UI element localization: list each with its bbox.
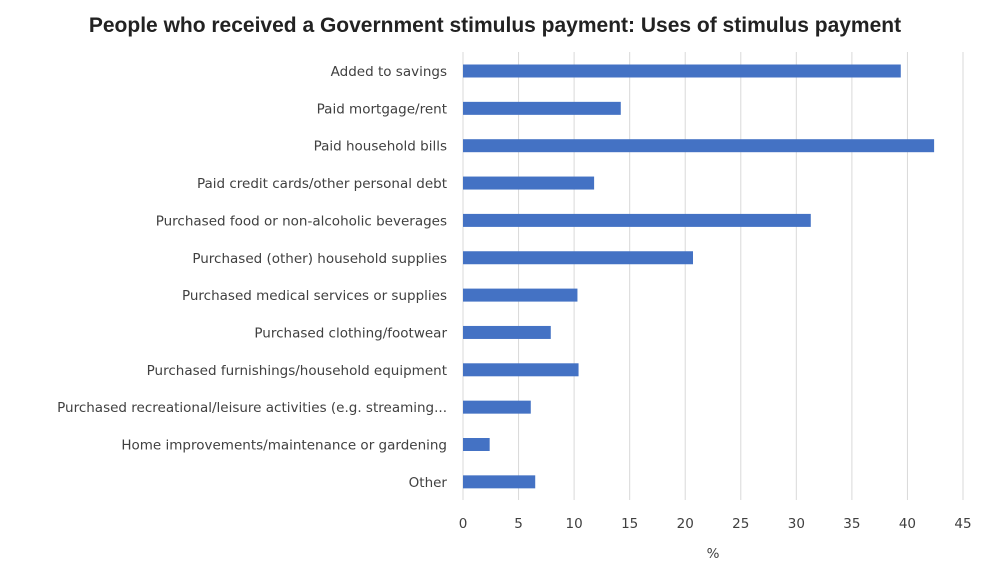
x-axis-title: % [707,546,720,562]
category-label: Added to savings [331,64,447,80]
x-tick-label: 30 [788,516,805,532]
category-label: Paid mortgage/rent [317,101,447,117]
bar [463,213,811,227]
x-tick-label: 20 [677,516,694,532]
bar [463,101,621,115]
x-tick-label: 0 [459,516,468,532]
category-label: Purchased furnishings/household equipmen… [147,363,447,379]
category-label: Purchased clothing/footwear [254,325,447,341]
x-tick-labels: 0 5 10 15 20 25 30 35 40 45 [459,516,972,532]
bar [463,139,935,153]
chart-title: People who received a Government stimulu… [88,14,902,37]
category-label: Purchased recreational/leisure activitie… [57,400,447,416]
x-tick-label: 10 [566,516,583,532]
category-label: Other [409,475,448,491]
bar [463,363,579,377]
bar [463,438,490,451]
bar [463,64,901,78]
category-label: Purchased medical services or supplies [182,288,447,304]
x-tick-label: 25 [732,516,749,532]
bar [463,475,536,489]
bars [463,64,935,489]
x-tick-label: 5 [514,516,523,532]
bar [463,325,551,339]
category-labels: Added to savings Paid mortgage/rent Paid h… [57,64,447,491]
bar [463,251,693,265]
gridlines [462,52,964,500]
category-label: Home improvements/maintenance or gardeni… [121,438,447,454]
category-label: Purchased food or non-alcoholic beverage… [156,213,447,229]
category-label: Paid household bills [314,139,447,155]
bar [463,176,595,190]
x-tick-label: 40 [899,516,916,532]
bar [463,288,578,302]
x-tick-label: 45 [954,516,971,532]
bar [463,400,531,414]
category-label: Paid credit cards/other personal debt [197,176,447,192]
category-label: Purchased (other) household supplies [192,251,447,267]
x-tick-label: 15 [621,516,638,532]
x-tick-label: 35 [843,516,860,532]
